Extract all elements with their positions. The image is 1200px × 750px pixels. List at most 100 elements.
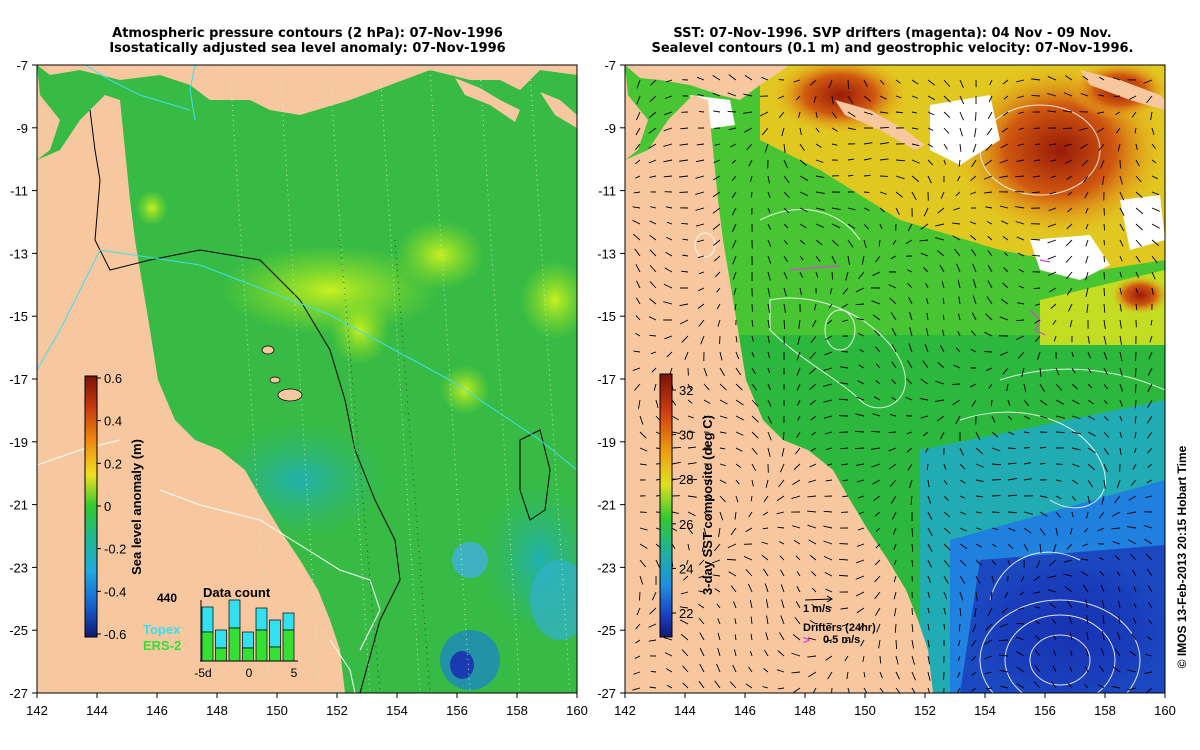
velocity-arrow — [1145, 653, 1153, 657]
velocity-arrow — [893, 575, 897, 583]
velocity-arrow — [952, 222, 961, 225]
velocity-arrow — [648, 111, 657, 119]
velocity-arrow — [767, 303, 770, 313]
velocity-arrow — [943, 143, 948, 150]
velocity-arrow — [639, 527, 648, 531]
velocity-arrow — [845, 271, 849, 281]
velocity-arrow — [1096, 127, 1105, 133]
velocity-arrow — [1119, 303, 1122, 312]
velocity-arrow — [875, 363, 881, 369]
velocity-arrow — [874, 575, 881, 583]
velocity-arrow — [984, 639, 993, 645]
velocity-arrow — [920, 378, 929, 385]
velocity-arrow — [728, 74, 737, 81]
velocity-arrow — [1144, 671, 1153, 675]
colorbar-tick-label: 0.6 — [104, 371, 122, 386]
velocity-arrow — [750, 191, 753, 198]
velocity-arrow — [648, 143, 657, 149]
x-tick-label: 154 — [974, 703, 996, 718]
velocity-arrow — [1151, 143, 1157, 150]
velocity-arrow — [1134, 415, 1137, 424]
velocity-arrow — [1055, 383, 1063, 391]
velocity-arrow — [1087, 383, 1093, 389]
velocity-arrow — [663, 301, 673, 305]
velocity-arrow — [991, 543, 997, 548]
velocity-arrow — [1065, 75, 1073, 81]
velocity-arrow — [731, 159, 737, 164]
velocity-arrow — [1130, 553, 1137, 561]
velocity-arrow — [990, 399, 993, 406]
velocity-arrow — [1002, 111, 1009, 116]
velocity-arrow — [1081, 159, 1089, 167]
velocity-arrow — [639, 431, 647, 439]
velocity-arrow — [639, 415, 644, 425]
velocity-arrow — [1016, 622, 1025, 625]
velocity-arrow — [639, 463, 647, 466]
velocity-arrow — [1053, 650, 1057, 657]
velocity-arrow — [879, 79, 885, 85]
velocity-arrow — [1065, 255, 1073, 263]
velocity-arrow — [1119, 335, 1123, 345]
velocity-arrow — [879, 191, 887, 195]
velocity-arrow — [1117, 143, 1121, 152]
velocity-arrow — [1017, 351, 1025, 360]
velocity-arrow — [743, 93, 753, 97]
velocity-arrow — [975, 591, 978, 601]
velocity-arrow — [863, 207, 870, 211]
velocity-key-label: 1 m/s — [803, 603, 831, 615]
velocity-arrow — [1118, 600, 1121, 609]
velocity-arrow — [815, 159, 824, 163]
velocity-arrow — [1033, 287, 1041, 289]
velocity-arrow — [1151, 175, 1159, 180]
velocity-arrow — [1086, 303, 1089, 313]
velocity-arrow — [940, 345, 945, 353]
velocity-arrow — [1135, 143, 1138, 150]
velocity-arrow — [763, 668, 769, 673]
velocity-arrow — [847, 95, 854, 104]
x-tick-label: 146 — [146, 703, 168, 718]
velocity-arrow — [796, 586, 801, 593]
velocity-arrow — [1001, 607, 1009, 614]
velocity-arrow — [716, 303, 721, 310]
velocity-arrow — [826, 605, 833, 609]
velocity-arrow — [879, 111, 889, 114]
velocity-arrow — [892, 527, 897, 535]
velocity-arrow — [1127, 511, 1137, 515]
velocity-arrow — [1135, 303, 1138, 311]
velocity-arrow — [1119, 207, 1125, 216]
inset-title: Data count — [203, 585, 271, 600]
velocity-arrow — [815, 207, 825, 211]
velocity-arrow — [815, 191, 825, 194]
velocity-arrow — [799, 255, 804, 261]
legend-ers2: ERS-2 — [143, 638, 181, 653]
velocity-arrow — [907, 360, 913, 369]
velocity-arrow — [727, 543, 737, 549]
velocity-arrow — [733, 287, 737, 296]
velocity-arrow — [799, 287, 802, 296]
velocity-arrow — [839, 574, 849, 577]
velocity-arrow — [970, 383, 977, 388]
velocity-arrow — [969, 234, 977, 241]
velocity-arrow — [893, 591, 897, 600]
colorbar-tick-label: 24 — [679, 561, 693, 576]
velocity-arrow — [955, 415, 961, 425]
velocity-arrow — [714, 543, 721, 552]
velocity-arrow — [824, 571, 833, 577]
velocity-arrow — [911, 527, 914, 537]
velocity-arrow — [730, 527, 737, 536]
inset-bar-ers2 — [269, 646, 281, 662]
velocity-arrow — [749, 651, 753, 657]
velocity-arrow — [751, 399, 759, 407]
velocity-arrow — [714, 271, 721, 278]
x-tick-label: 150 — [854, 703, 876, 718]
velocity-arrow — [1085, 207, 1089, 214]
velocity-arrow — [999, 639, 1009, 642]
velocity-arrow — [1003, 267, 1009, 273]
velocity-arrow — [863, 111, 873, 116]
velocity-arrow — [987, 235, 993, 241]
velocity-arrow — [1133, 617, 1137, 625]
velocity-arrow — [779, 555, 785, 561]
velocity-arrow — [1146, 636, 1153, 641]
velocity-arrow — [682, 665, 689, 673]
velocity-arrow — [1048, 559, 1057, 567]
